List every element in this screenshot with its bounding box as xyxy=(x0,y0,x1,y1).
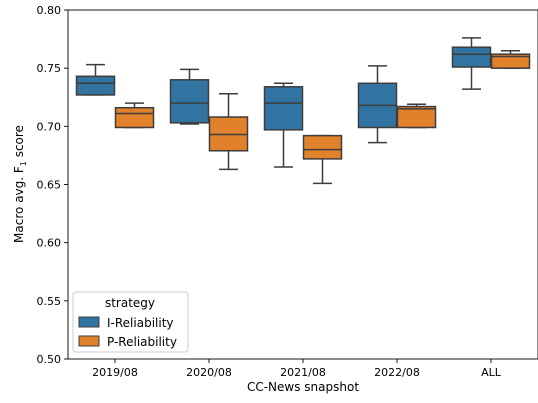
box-body xyxy=(490,53,531,69)
y-tick-label: 0.70 xyxy=(37,120,62,133)
x-tick-label: 2022/08 xyxy=(374,366,420,379)
x-axis-label: CC-News snapshot xyxy=(247,380,359,394)
box-p-reliability-3 xyxy=(396,103,437,129)
box-p-reliability-1 xyxy=(208,93,249,171)
box-body xyxy=(75,75,116,96)
box-i-reliability-0 xyxy=(75,63,116,96)
box-layer xyxy=(75,37,531,185)
legend-swatch-i-reliability xyxy=(78,316,100,328)
box-p-reliability-2 xyxy=(302,134,343,185)
x-axis: 2019/08 2020/08 2021/08 2022/08 ALL xyxy=(92,359,502,379)
x-tick-label: 2021/08 xyxy=(280,366,326,379)
box-body xyxy=(302,134,343,160)
box-body xyxy=(263,86,304,131)
legend: strategy I-Reliability P-Reliability xyxy=(72,291,189,353)
x-tick-label: ALL xyxy=(481,366,502,379)
legend-swatch-p-reliability xyxy=(78,335,100,347)
legend-label-p-reliability: P-Reliability xyxy=(107,335,177,349)
legend-title: strategy xyxy=(105,296,155,310)
legend-label-i-reliability: I-Reliability xyxy=(107,316,174,330)
box-body xyxy=(169,79,210,124)
y-axis-label: Macro avg. F1 score xyxy=(12,125,28,243)
legend-frame xyxy=(72,291,189,353)
box-i-reliability-1 xyxy=(169,68,210,125)
box-i-reliability-3 xyxy=(357,65,398,144)
y-tick-label: 0.75 xyxy=(37,62,62,75)
box-body xyxy=(114,106,155,129)
box-body xyxy=(396,105,437,129)
y-tick-label: 0.80 xyxy=(37,4,62,17)
x-tick-label: 2020/08 xyxy=(186,366,232,379)
y-tick-label: 0.65 xyxy=(37,179,62,192)
y-tick-label: 0.60 xyxy=(37,237,62,250)
box-p-reliability-0 xyxy=(114,102,155,129)
box-i-reliability-2 xyxy=(263,82,304,168)
box-p-reliability-4 xyxy=(490,49,531,69)
y-tick-label: 0.55 xyxy=(37,295,62,308)
box-body xyxy=(451,46,492,68)
y-axis: 0.50 0.55 0.60 0.65 0.70 0.75 0.80 xyxy=(37,4,68,366)
box-i-reliability-4 xyxy=(451,37,492,90)
x-tick-label: 2019/08 xyxy=(92,366,138,379)
y-tick-label: 0.50 xyxy=(37,353,62,366)
